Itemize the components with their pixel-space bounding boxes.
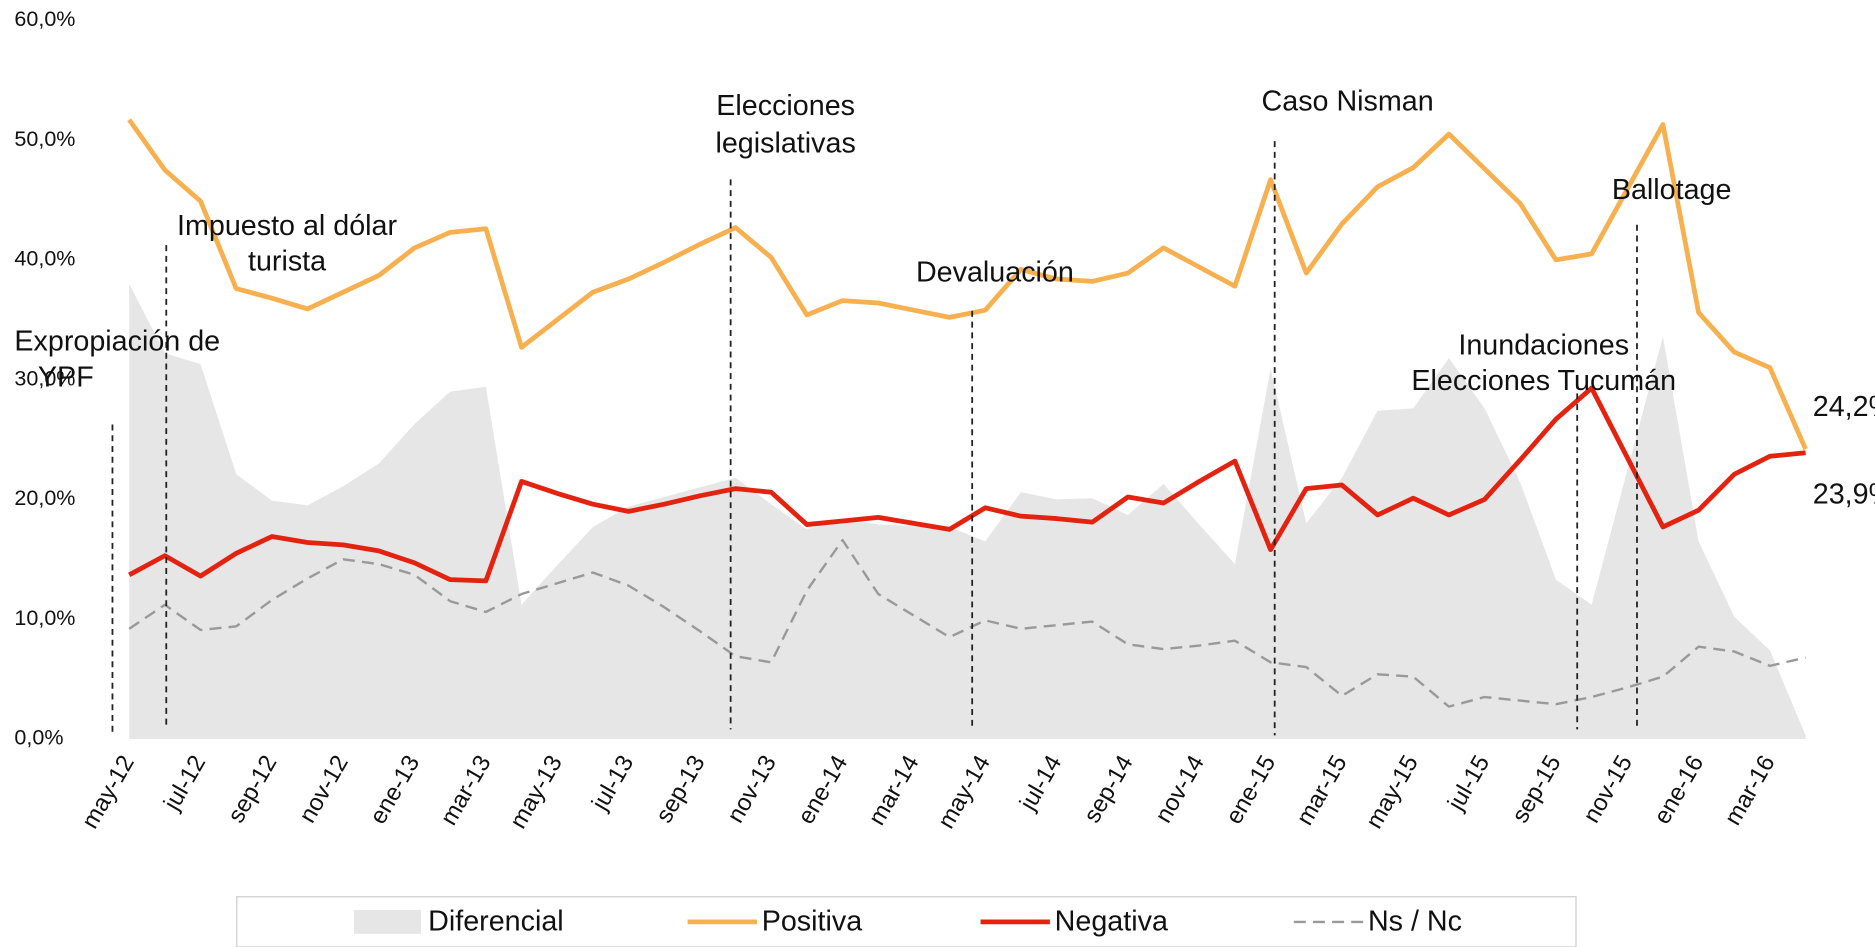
x-tick-label: nov-12 [294, 751, 354, 828]
x-tick-label: mar-13 [435, 751, 496, 830]
y-tick-label: 40,0% [14, 247, 75, 271]
x-tick-label: mar-15 [1291, 751, 1352, 830]
legend-label: Ns / Nc [1368, 906, 1462, 938]
legend-swatch [353, 909, 421, 934]
data-label: 23,9% [1813, 478, 1875, 510]
plot-area [127, 118, 1808, 739]
legend-label: Diferencial [428, 906, 564, 938]
x-tick-label: ene-16 [1649, 751, 1710, 829]
legend-label: Positiva [762, 906, 862, 938]
annotation: Devaluación [916, 256, 1074, 288]
x-tick-label: sep-12 [223, 751, 283, 828]
x-tick-label: nov-14 [1150, 751, 1210, 828]
x-tick-label: may-12 [77, 751, 140, 834]
data-label: 24,2% [1813, 391, 1875, 423]
x-tick-label: may-13 [505, 751, 568, 834]
y-tick-label: 0,0% [14, 726, 63, 750]
annotation: YPF [38, 362, 94, 394]
annotation: legislativas [715, 127, 855, 159]
x-tick-label: jul-13 [586, 751, 639, 816]
annotation: Caso Nisman [1262, 85, 1434, 117]
x-tick-label: ene-14 [793, 751, 854, 829]
legend-label: Negativa [1055, 906, 1168, 938]
x-tick-label: ene-13 [365, 751, 426, 829]
x-tick-label: ene-15 [1221, 751, 1282, 829]
annotation: Expropiación de [14, 326, 220, 358]
line [127, 118, 1808, 451]
annotation: turista [248, 246, 326, 278]
x-tick-label: nov-13 [722, 751, 782, 828]
y-tick-label: 50,0% [14, 127, 75, 151]
y-tick-label: 30,0% [14, 366, 75, 390]
x-tick-label: may-14 [933, 751, 996, 834]
x-tick-label: sep-13 [651, 751, 711, 828]
annotation: Elecciones Tucumán [1411, 365, 1676, 397]
annotation: Impuesto al dólar [177, 210, 398, 242]
x-tick-label: may-15 [1361, 751, 1424, 834]
line [128, 385, 1806, 584]
y-tick-label: 60,0% [14, 7, 75, 31]
annotation: Elecciones [716, 90, 855, 122]
x-tick-label: mar-14 [863, 751, 924, 830]
y-tick-label: 10,0% [14, 606, 75, 630]
x-tick-label: jul-14 [1014, 751, 1067, 816]
y-tick-label: 20,0% [14, 486, 75, 510]
line [128, 538, 1806, 708]
x-tick-label: jul-15 [1442, 751, 1495, 816]
annotations: Expropiación de YPF Impuesto al dólar turis… [14, 85, 1732, 736]
x-tick-label: sep-15 [1507, 751, 1567, 828]
annotation: Ballotage [1612, 174, 1732, 206]
area [129, 283, 1806, 739]
x-tick-label: mar-16 [1719, 751, 1780, 830]
x-tick-label: nov-15 [1578, 751, 1638, 828]
x-tick-label: jul-12 [158, 751, 211, 816]
annotation: Inundaciones [1458, 329, 1629, 361]
x-tick-label: sep-14 [1079, 751, 1139, 828]
